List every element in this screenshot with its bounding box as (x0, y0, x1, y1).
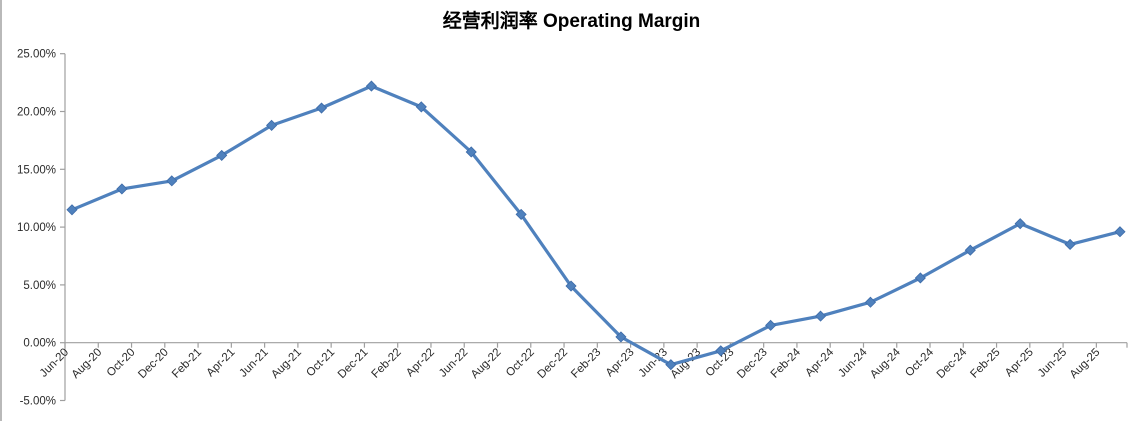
x-axis-label: Oct-21 (304, 346, 337, 379)
data-point-marker (665, 359, 677, 371)
x-axis-label: Apr-24 (803, 346, 836, 379)
x-axis-label: Aug-24 (868, 346, 903, 381)
x-axis-label: Apr-23 (604, 346, 637, 379)
x-axis-label: Apr-22 (404, 346, 437, 379)
x-axis-label: Dec-22 (535, 346, 570, 381)
y-axis-label: 25.00% (17, 49, 56, 61)
x-axis-label: Jun-21 (237, 346, 270, 379)
x-axis-label: Dec-23 (735, 346, 770, 381)
x-axis-label: Apr-25 (1003, 346, 1036, 379)
data-point-marker (216, 149, 228, 161)
y-axis-label: 10.00% (17, 222, 56, 234)
data-point-marker (465, 146, 477, 158)
x-axis-label: Feb-23 (569, 346, 603, 380)
data-point-marker (565, 280, 577, 292)
window-left-border-line (0, 0, 2, 421)
x-axis-label: Aug-20 (70, 346, 105, 381)
chart-title: 经营利润率 Operating Margin (442, 11, 701, 32)
x-axis-label: Apr-21 (205, 346, 238, 379)
series-line (70, 84, 1122, 367)
data-point-marker (814, 310, 827, 322)
data-point-marker (615, 331, 627, 343)
x-axis-label: Oct-24 (903, 346, 936, 379)
data-point-marker (715, 345, 727, 357)
data-point-marker (66, 204, 78, 216)
x-axis-label: Oct-22 (504, 346, 537, 379)
x-axis-label: Jun-20 (38, 346, 71, 379)
x-axis-label: Jun-22 (437, 346, 470, 379)
x-axis-label: Oct-20 (105, 346, 138, 379)
data-point-marker (765, 319, 777, 331)
data-point-marker (914, 272, 926, 284)
data-point-marker (415, 101, 427, 113)
x-axis-label: Jun-25 (1036, 346, 1069, 379)
x-axis-label: Dec-21 (336, 346, 371, 381)
data-point-marker (864, 296, 877, 308)
x-axis-label: Dec-24 (935, 346, 970, 381)
x-axis-label: Aug-25 (1068, 346, 1103, 381)
x-axis-label: Aug-21 (269, 346, 304, 381)
data-point-marker (166, 175, 178, 187)
data-point-marker (365, 80, 377, 92)
x-axis-label: Dec-20 (136, 346, 171, 381)
y-axis-label: 5.00% (23, 280, 56, 292)
data-point-marker (315, 102, 328, 114)
y-axis-label: 20.00% (17, 107, 56, 119)
x-axis-label: Jun-24 (836, 346, 870, 380)
x-axis-label: Feb-25 (968, 346, 1002, 380)
y-axis-label: 0.00% (23, 338, 56, 350)
x-axis-label: Feb-24 (769, 346, 804, 381)
x-axis-label: Feb-22 (370, 346, 404, 380)
data-point-marker (515, 208, 527, 220)
data-point-marker (116, 183, 128, 195)
data-point-marker (964, 244, 976, 256)
data-point-marker (266, 119, 278, 131)
y-axis-label: 15.00% (17, 164, 56, 176)
x-axis-label: Feb-21 (170, 346, 204, 380)
x-axis-label: Aug-22 (469, 346, 504, 381)
y-axis-label: -5.00% (20, 396, 56, 408)
data-point-marker (1014, 218, 1026, 230)
data-point-marker (1114, 226, 1126, 238)
data-point-marker (1064, 238, 1076, 251)
